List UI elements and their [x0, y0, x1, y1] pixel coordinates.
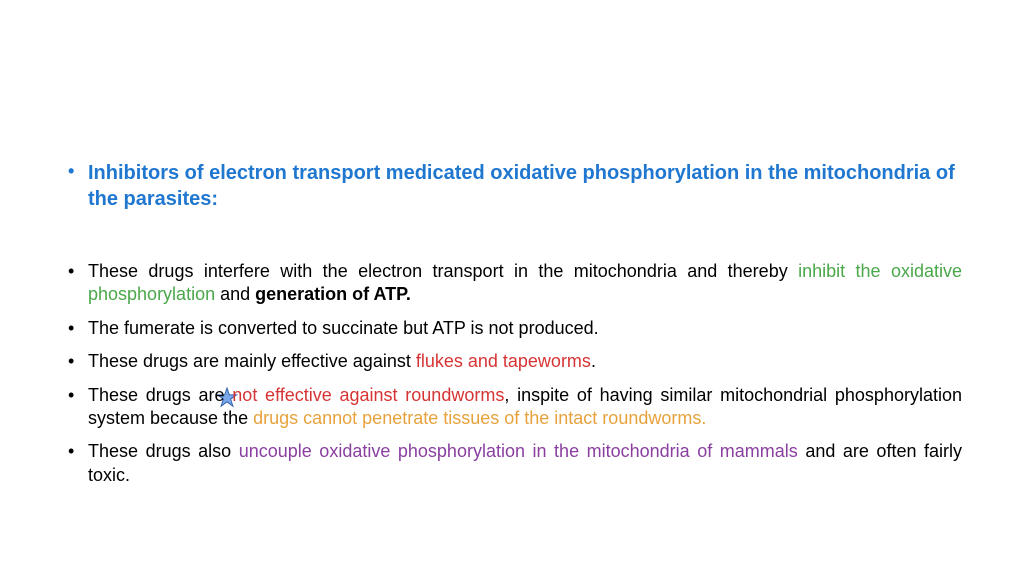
b1-t1: These drugs interfere with the electron …	[88, 261, 798, 281]
heading-text: Inhibitors of electron transport medicat…	[88, 162, 955, 210]
b4-t2: not effective against roundworms	[232, 385, 504, 405]
b1-t3: and	[220, 284, 255, 304]
b4-t4: drugs cannot penetrate tissues of the in…	[253, 408, 706, 428]
bullet-4: These drugs are not effective against ro…	[62, 384, 962, 431]
b3-t2: flukes and tapeworms	[416, 351, 591, 371]
slide: Inhibitors of electron transport medicat…	[0, 0, 1024, 576]
bullet-3: These drugs are mainly effective against…	[62, 350, 962, 373]
bullet-1: These drugs interfere with the electron …	[62, 260, 962, 307]
b5-t1: These drugs also	[88, 441, 239, 461]
b1-t4: generation of ATP.	[255, 284, 411, 304]
b4-t1: These drugs are	[88, 385, 232, 405]
bullet-5: These drugs also uncouple oxidative phos…	[62, 440, 962, 487]
bullet-2: The fumerate is converted to succinate b…	[62, 317, 962, 340]
b5-t2: uncouple oxidative phosphorylation in th…	[239, 441, 806, 461]
b2-text: The fumerate is converted to succinate b…	[88, 318, 599, 338]
b3-t3: .	[591, 351, 596, 371]
bullet-list: Inhibitors of electron transport medicat…	[62, 160, 962, 487]
heading-bullet: Inhibitors of electron transport medicat…	[62, 160, 962, 212]
b3-t1: These drugs are mainly effective against	[88, 351, 416, 371]
